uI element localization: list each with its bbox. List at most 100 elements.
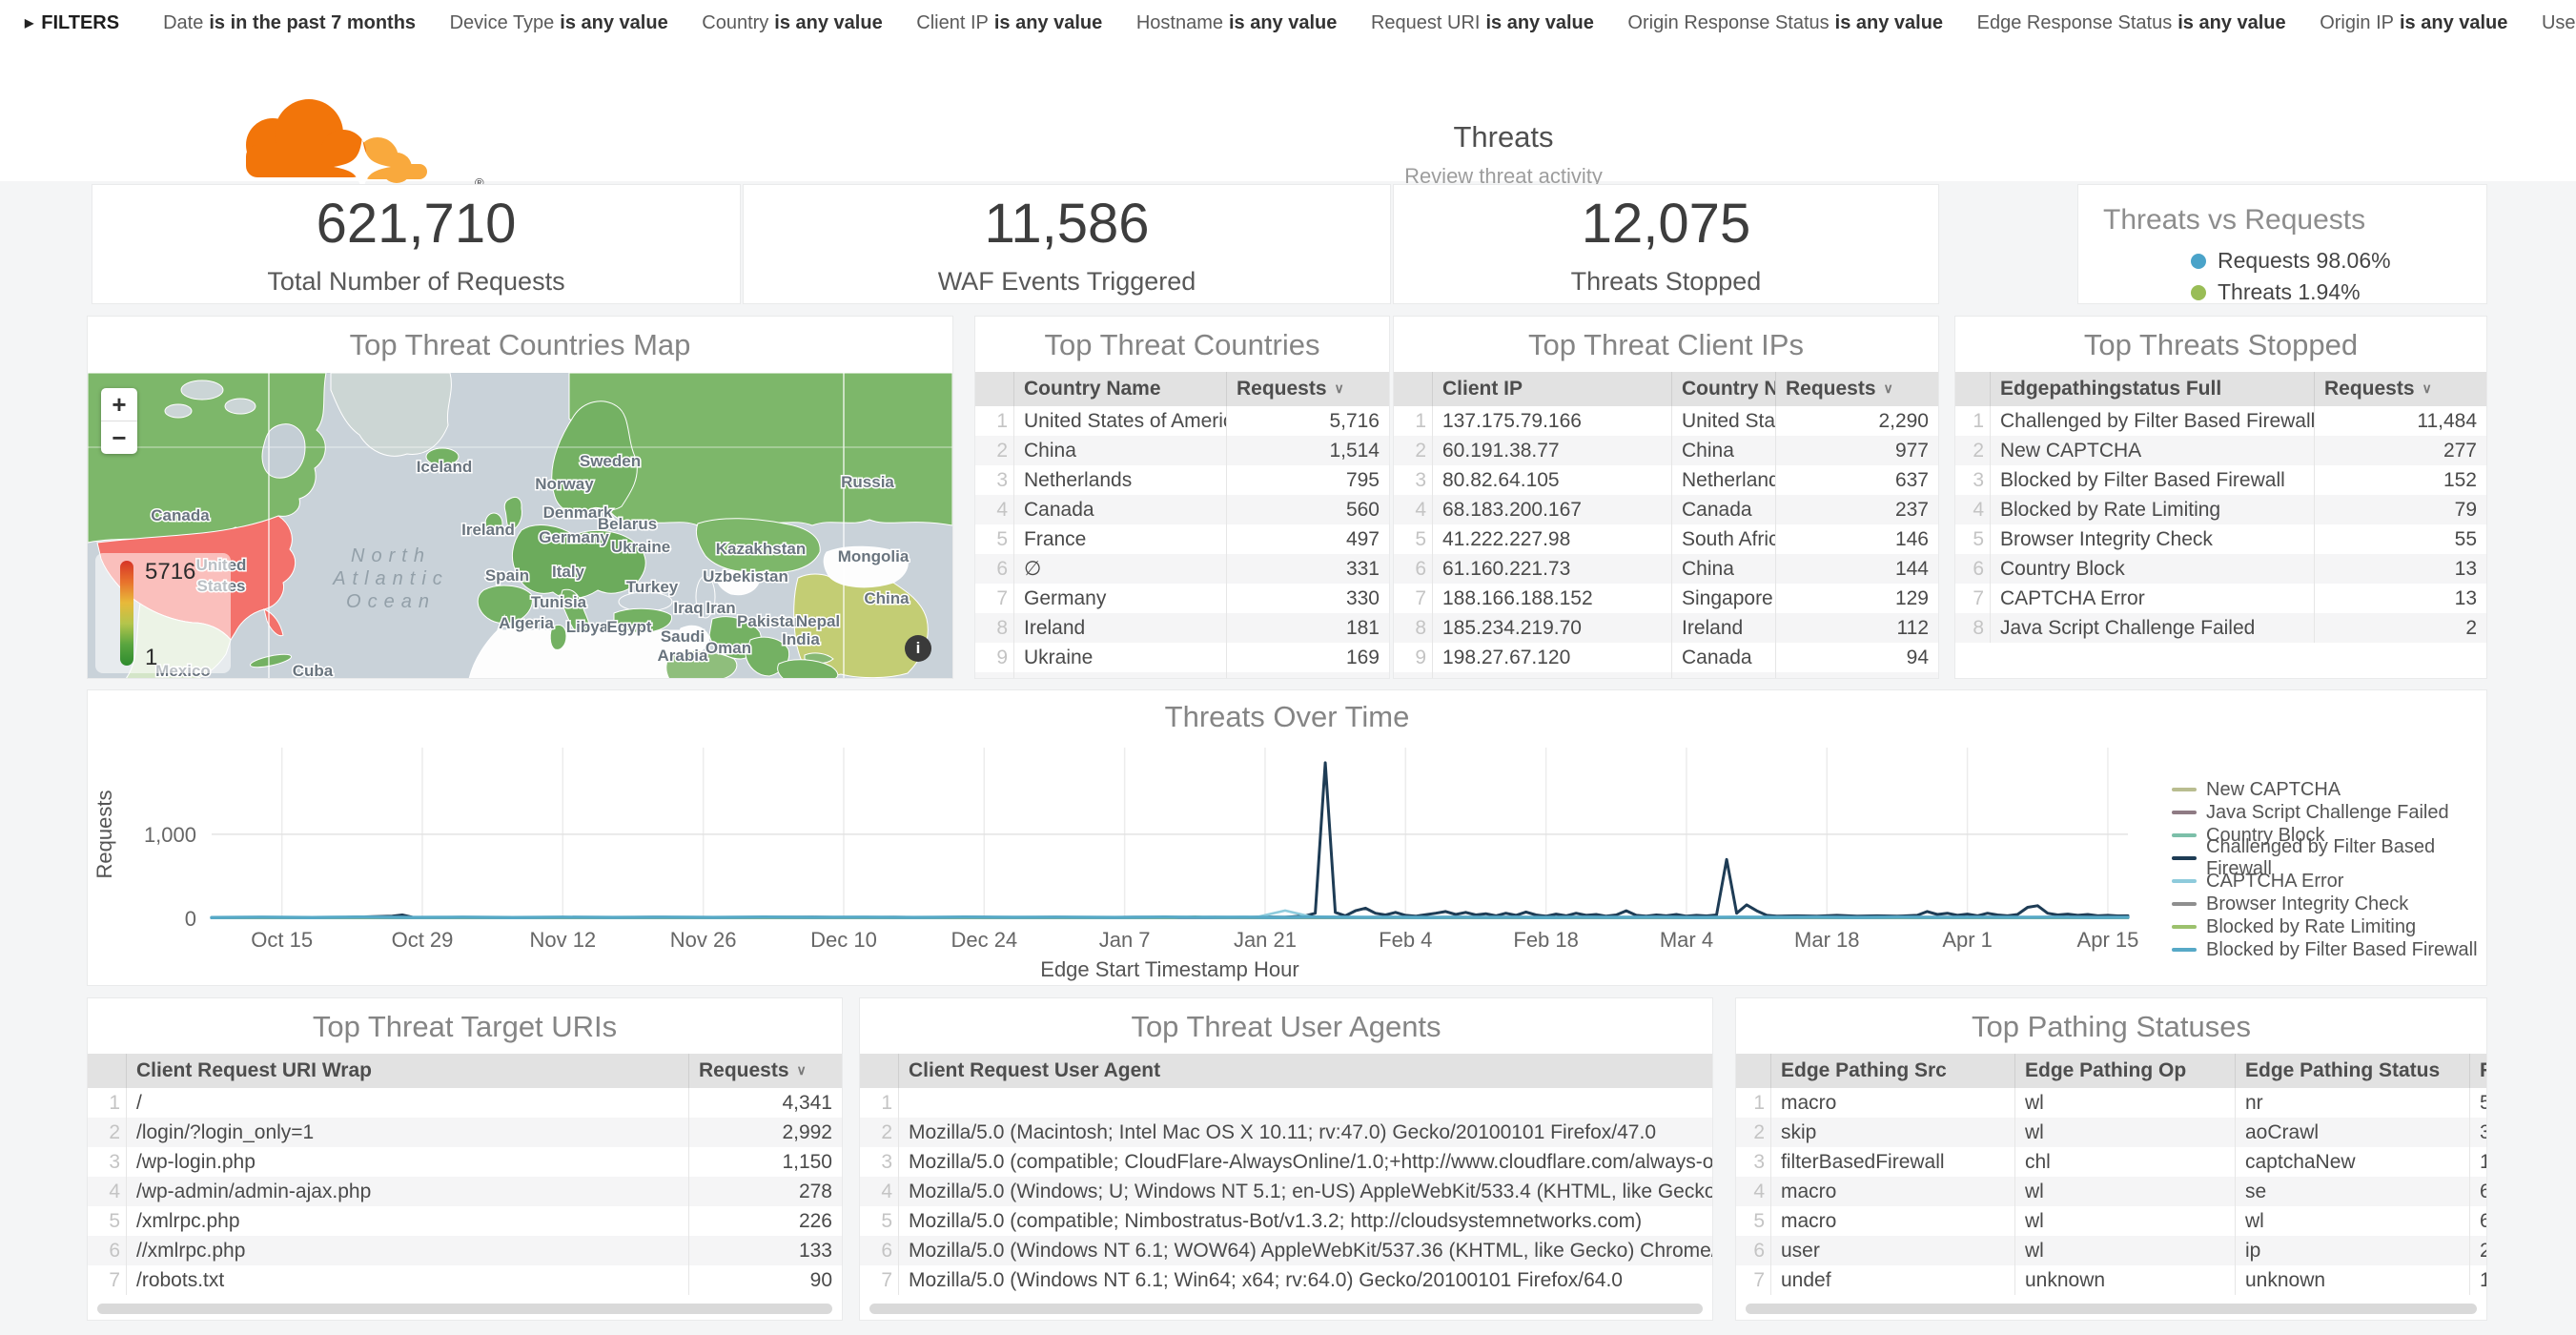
table-row[interactable]: 4 68.183.200.167 Canada 237 bbox=[1394, 495, 1938, 524]
table-row[interactable]: 6userwlip2,107 bbox=[1736, 1236, 2486, 1265]
zoom-out-button[interactable]: − bbox=[112, 423, 127, 452]
chart-legend-item[interactable]: Blocked by Rate Limiting bbox=[2172, 915, 2486, 938]
chart-legend-item[interactable]: Blocked by Filter Based Firewall bbox=[2172, 938, 2486, 961]
filter-item[interactable]: Device Type is any value bbox=[449, 11, 668, 33]
map-info-button[interactable]: i bbox=[905, 635, 931, 662]
table-row[interactable]: 380.82.64.105Netherlands637 bbox=[1394, 465, 1938, 495]
column-header[interactable]: Client Request User Agent bbox=[898, 1054, 1712, 1088]
column-header[interactable]: Country Name bbox=[1013, 372, 1227, 406]
table-row[interactable]: 6 Country Block 13 bbox=[1955, 554, 2486, 584]
table-row[interactable]: 6 61.160.221.73 China 144 bbox=[1394, 554, 1938, 584]
table-row[interactable]: 6 Mozilla/5.0 (Windows NT 6.1; WOW64) App… bbox=[860, 1236, 1712, 1265]
table-row[interactable]: 10Singapore158 bbox=[975, 672, 1389, 678]
table-row[interactable]: 1 bbox=[860, 1088, 1712, 1118]
column-header[interactable]: Edgepathingstatus Full bbox=[1990, 372, 2315, 406]
chart-legend-item[interactable]: New CAPTCHA bbox=[2172, 778, 2486, 801]
series-swatch-icon bbox=[2172, 788, 2197, 791]
table-row[interactable]: 5 Mozilla/5.0 (compatible; Nimbostratus-B… bbox=[860, 1206, 1712, 1236]
table-row[interactable]: 4 Canada 560 bbox=[975, 495, 1389, 524]
series-swatch-icon bbox=[2172, 856, 2197, 860]
table-row[interactable]: 1 United States of America 5,716 bbox=[975, 406, 1389, 436]
table-row[interactable]: 4macrowlse6,734 bbox=[1736, 1177, 2486, 1206]
chart-legend-item[interactable]: Country Block bbox=[2172, 824, 2486, 847]
table-row[interactable]: 7 188.166.188.152 Singapore 129 bbox=[1394, 584, 1938, 613]
stat-value: 11,586 bbox=[984, 193, 1150, 255]
column-header[interactable]: Client IP bbox=[1432, 372, 1672, 406]
column-header[interactable]: Requests∨ bbox=[688, 1054, 842, 1088]
table-row[interactable]: 8 185.234.219.70 Ireland 112 bbox=[1394, 613, 1938, 643]
table-row[interactable]: 6//xmlrpc.php 133 bbox=[88, 1236, 842, 1265]
column-header[interactable]: Client Request URI Wrap bbox=[126, 1054, 689, 1088]
table-row[interactable]: 7/robots.txt 90 bbox=[88, 1265, 842, 1295]
table-row[interactable]: 9 Ukraine 169 bbox=[975, 643, 1389, 672]
filter-item[interactable]: Date is in the past 7 months bbox=[163, 11, 417, 33]
choropleth-map[interactable]: CanadaUnitedStatesMexicoCubaIcelandIrela… bbox=[88, 372, 952, 679]
filter-item[interactable]: Request URI is any value bbox=[1370, 11, 1594, 33]
table-row[interactable]: 1 Challenged by Filter Based Firewall 11,4… bbox=[1955, 406, 2486, 436]
filter-item[interactable]: User Agentis any value bbox=[2541, 11, 2576, 33]
table-row[interactable]: 5 France 497 bbox=[975, 524, 1389, 554]
table-row[interactable]: 4 Blocked by Rate Limiting 79 bbox=[1955, 495, 2486, 524]
table-row[interactable]: 6 ∅ 331 bbox=[975, 554, 1389, 584]
column-header[interactable]: Country Name bbox=[1671, 372, 1776, 406]
filter-item[interactable]: Country is any value bbox=[702, 11, 883, 33]
filter-item[interactable]: Edge Response Status is any value bbox=[1976, 11, 2286, 33]
top-threat-user-agents-table: Client Request User Agent 1 2 Mozilla/5.0 (… bbox=[860, 1054, 1712, 1295]
table-row[interactable]: 2 New CAPTCHA 277 bbox=[1955, 436, 2486, 465]
table-row[interactable]: 3 Mozilla/5.0 (compatible; CloudFlare-Alw… bbox=[860, 1147, 1712, 1177]
chart-legend-item[interactable]: Browser Integrity Check bbox=[2172, 893, 2486, 915]
column-header[interactable]: Edge Pathing Status bbox=[2235, 1054, 2470, 1088]
table-row[interactable]: 2 China 1,514 bbox=[975, 436, 1389, 465]
table-row[interactable]: 9 198.27.67.120 Canada 94 bbox=[1394, 643, 1938, 672]
column-header[interactable]: Edge Pathing Src bbox=[1770, 1054, 2015, 1088]
table-row[interactable]: 4 Mozilla/5.0 (Windows; U; Windows NT 5.1… bbox=[860, 1177, 1712, 1206]
page-subtitle: Review threat activity bbox=[1404, 164, 1603, 188]
table-row[interactable]: 3 Blocked by Filter Based Firewall 152 bbox=[1955, 465, 2486, 495]
horizontal-scrollbar[interactable] bbox=[869, 1304, 1703, 1314]
column-header[interactable]: Requests∨ bbox=[1775, 372, 1938, 406]
panel-title: Top Threat User Agents bbox=[1131, 1010, 1441, 1043]
chart-legend-item[interactable]: Java Script Challenge Failed bbox=[2172, 801, 2486, 824]
table-row[interactable]: 2/login/?login_only=1 2,992 bbox=[88, 1118, 842, 1147]
table-row[interactable]: 5 Browser Integrity Check 55 bbox=[1955, 524, 2486, 554]
table-row[interactable]: 7undefunknownunknown1,168 bbox=[1736, 1265, 2486, 1295]
table-row[interactable]: 1/4,341 bbox=[88, 1088, 842, 1118]
svg-text:Feb 4: Feb 4 bbox=[1379, 928, 1432, 952]
table-row[interactable]: 3 Netherlands 795 bbox=[975, 465, 1389, 495]
table-row[interactable]: 7 Germany 330 bbox=[975, 584, 1389, 613]
filter-item[interactable]: Hostname is any value bbox=[1135, 11, 1338, 33]
chart-legend-item[interactable]: CAPTCHA Error bbox=[2172, 870, 2486, 893]
filter-item[interactable]: Origin IP is any value bbox=[2320, 11, 2508, 33]
filters-toggle[interactable]: ▶ FILTERS bbox=[25, 12, 119, 34]
table-row[interactable]: 2skipwlaoCrawl37,834 bbox=[1736, 1118, 2486, 1147]
table-row[interactable]: 2 Mozilla/5.0 (Macintosh; Intel Mac OS X … bbox=[860, 1118, 1712, 1147]
filter-item[interactable]: Client IP is any value bbox=[916, 11, 1103, 33]
filter-item[interactable]: Origin Response Status is any value bbox=[1627, 11, 1944, 33]
column-header[interactable]: Requests∨ bbox=[2469, 1054, 2486, 1088]
column-header[interactable]: Requests∨ bbox=[2314, 372, 2486, 406]
table-row[interactable]: 8 Java Script Challenge Failed 2 bbox=[1955, 613, 2486, 643]
table-row[interactable]: 1macrowlnr554,758 bbox=[1736, 1088, 2486, 1118]
chart-legend-item[interactable]: Challenged by Filter Based Firewall bbox=[2172, 836, 2486, 879]
horizontal-scrollbar[interactable] bbox=[97, 1304, 832, 1314]
zoom-in-button[interactable]: + bbox=[101, 388, 137, 421]
svg-text:Iran: Iran bbox=[705, 599, 735, 617]
column-header[interactable]: Edge Pathing Op bbox=[2014, 1054, 2236, 1088]
table-row[interactable]: 4/wp-admin/admin-ajax.php 278 bbox=[88, 1177, 842, 1206]
column-header[interactable]: Requests∨ bbox=[1226, 372, 1389, 406]
threats-over-time-chart[interactable]: Oct 15 Oct 29 Nov 12 Nov 26 Dec 10 Dec 24 Jan … bbox=[88, 690, 2487, 957]
world-map[interactable]: CanadaUnitedStatesMexicoCubaIcelandIrela… bbox=[88, 372, 952, 679]
table-row[interactable]: 8 Ireland 181 bbox=[975, 613, 1389, 643]
svg-text:Dec 10: Dec 10 bbox=[810, 928, 877, 952]
table-row[interactable]: 2 60.191.38.77 China 977 bbox=[1394, 436, 1938, 465]
table-row[interactable]: 3filterBasedFirewallchlcaptchaNew11,467 bbox=[1736, 1147, 2486, 1177]
table-row[interactable]: 7 Mozilla/5.0 (Windows NT 6.1; Win64; x64… bbox=[860, 1265, 1712, 1295]
table-row[interactable]: 1061.160.247.127China88 bbox=[1394, 672, 1938, 678]
horizontal-scrollbar[interactable] bbox=[1746, 1304, 2477, 1314]
table-row[interactable]: 7 CAPTCHA Error 13 bbox=[1955, 584, 2486, 613]
table-row[interactable]: 3/wp-login.php 1,150 bbox=[88, 1147, 842, 1177]
table-row[interactable]: 5/xmlrpc.php 226 bbox=[88, 1206, 842, 1236]
